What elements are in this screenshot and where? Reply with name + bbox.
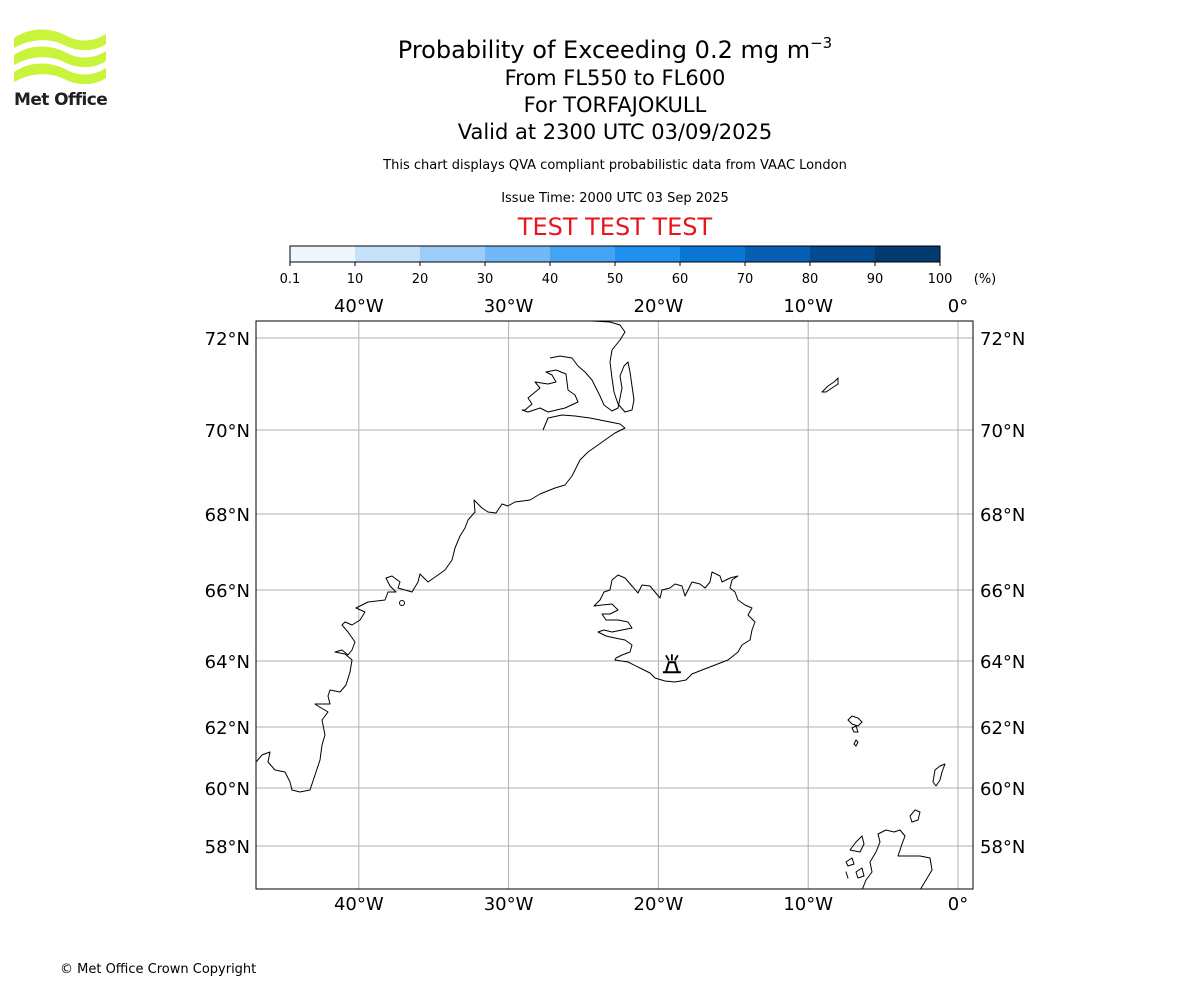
title-line-1: Probability of Exceeding 0.2 mg m−3 xyxy=(397,34,833,64)
colorbar-cell xyxy=(485,246,551,262)
lat-label-left: 58°N xyxy=(205,837,250,858)
colorbar-tick-label: 60 xyxy=(672,272,689,287)
lon-label-bottom: 30°W xyxy=(484,894,534,915)
volcano-icon xyxy=(662,654,681,674)
colorbar-unit: (%) xyxy=(974,272,997,287)
lat-label-left: 68°N xyxy=(205,505,250,526)
colorbar-tick-label: 70 xyxy=(737,272,754,287)
lon-label-top: 30°W xyxy=(484,296,534,317)
lon-label-bottom: 40°W xyxy=(334,894,384,915)
colorbar: 0.1 10 20 30 40 50 60 70 80 90 100 (%) xyxy=(280,245,997,287)
lon-label-top: 10°W xyxy=(783,296,833,317)
coastline-jan-mayen xyxy=(821,377,839,393)
copyright: © Met Office Crown Copyright xyxy=(60,962,257,977)
title-line-3: For TORFAJOKULL xyxy=(523,93,707,117)
coastline-shetland xyxy=(932,763,946,787)
lat-label-left: 66°N xyxy=(205,581,250,602)
lat-label-left: 64°N xyxy=(205,652,250,673)
coastline-iceland xyxy=(593,571,756,683)
coastline-greenland-ne xyxy=(549,321,635,413)
lat-label-right: 68°N xyxy=(980,505,1025,526)
colorbar-cell xyxy=(550,246,616,262)
colorbar-tick-label: 80 xyxy=(802,272,819,287)
chart-title: Probability of Exceeding 0.2 mg m−3 From… xyxy=(0,28,1200,146)
coastline-faroe xyxy=(847,715,863,747)
lat-label-left: 60°N xyxy=(205,779,250,800)
lat-label-right: 60°N xyxy=(980,779,1025,800)
colorbar-cell xyxy=(420,246,486,262)
met-office-logo: Met Office xyxy=(12,28,112,114)
lat-label-right: 70°N xyxy=(980,421,1025,442)
colorbar-tick-label: 40 xyxy=(542,272,559,287)
colorbar-cell xyxy=(745,246,811,262)
colorbar-tick-label: 20 xyxy=(412,272,429,287)
lat-label-right: 64°N xyxy=(980,652,1025,673)
colorbar-cell xyxy=(875,246,941,262)
lat-label-right: 72°N xyxy=(980,329,1025,350)
colorbar-cell xyxy=(810,246,876,262)
lat-label-left: 62°N xyxy=(205,718,250,739)
chart-subtitle: This chart displays QVA compliant probab… xyxy=(383,158,847,173)
colorbar-cell xyxy=(615,246,681,262)
colorbar-cell xyxy=(355,246,421,262)
colorbar-tick-label: 10 xyxy=(347,272,364,287)
title-line-2: From FL550 to FL600 xyxy=(504,66,726,90)
lon-label-bottom: 0° xyxy=(948,894,968,915)
lon-label-top: 40°W xyxy=(334,296,384,317)
lat-label-right: 62°N xyxy=(980,718,1025,739)
lat-label-right: 66°N xyxy=(980,581,1025,602)
coastline-greenland xyxy=(256,414,626,793)
lon-label-bottom: 10°W xyxy=(783,894,833,915)
lat-label-left: 70°N xyxy=(205,421,250,442)
colorbar-tick-label: 50 xyxy=(607,272,624,287)
colorbar-cell xyxy=(290,246,356,262)
met-office-wave-icon xyxy=(14,29,106,85)
colorbar-tick-label: 100 xyxy=(928,272,953,287)
lon-label-top: 0° xyxy=(948,296,968,317)
lat-label-right: 58°N xyxy=(980,837,1025,858)
issue-time: Issue Time: 2000 UTC 03 Sep 2025 xyxy=(501,191,729,206)
lon-label-top: 20°W xyxy=(634,296,684,317)
test-banner: TEST TEST TEST xyxy=(517,213,713,241)
logo-text: Met Office xyxy=(14,90,108,110)
coastline-scotland xyxy=(861,829,933,889)
lat-label-left: 72°N xyxy=(205,329,250,350)
colorbar-tick-label: 30 xyxy=(477,272,494,287)
title-line-4: Valid at 2300 UTC 03/09/2025 xyxy=(457,120,773,144)
coastline-greenland-north xyxy=(521,369,579,413)
lon-label-bottom: 20°W xyxy=(634,894,684,915)
colorbar-tick-label: 90 xyxy=(867,272,884,287)
colorbar-tick-label: 0.1 xyxy=(280,272,301,287)
colorbar-cell xyxy=(680,246,746,262)
